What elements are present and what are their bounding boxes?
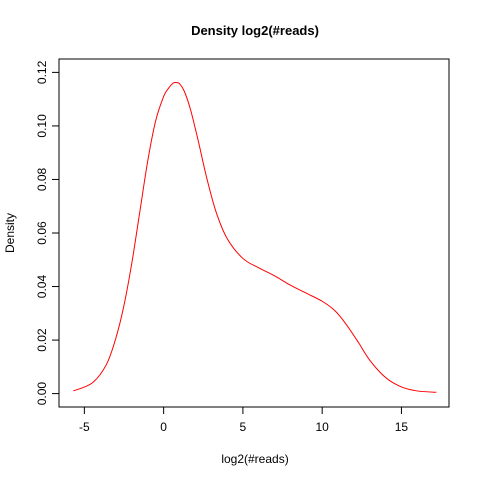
x-axis: -5 0 5 10 15	[79, 406, 409, 434]
y-axis-label: Density	[3, 213, 17, 253]
x-tick-label: -5	[79, 420, 90, 434]
x-tick-label: 0	[160, 420, 167, 434]
y-tick-label: 0.00	[35, 382, 49, 406]
x-tick-label: 15	[395, 420, 409, 434]
y-tick-label: 0.04	[35, 275, 49, 299]
y-tick-label: 0.10	[35, 114, 49, 138]
y-tick-label: 0.12	[35, 60, 49, 84]
x-tick-label: 10	[315, 420, 329, 434]
x-axis-label: log2(#reads)	[221, 452, 288, 466]
y-tick-label: 0.08	[35, 167, 49, 191]
density-line	[73, 81, 437, 393]
y-tick-label: 0.06	[35, 221, 49, 245]
y-tick-label: 0.02	[35, 328, 49, 352]
chart-title: Density log2(#reads)	[191, 23, 319, 38]
x-tick-label: 5	[240, 420, 247, 434]
y-axis: 0.00 0.02 0.04 0.06 0.08 0.10 0.12	[35, 60, 60, 406]
